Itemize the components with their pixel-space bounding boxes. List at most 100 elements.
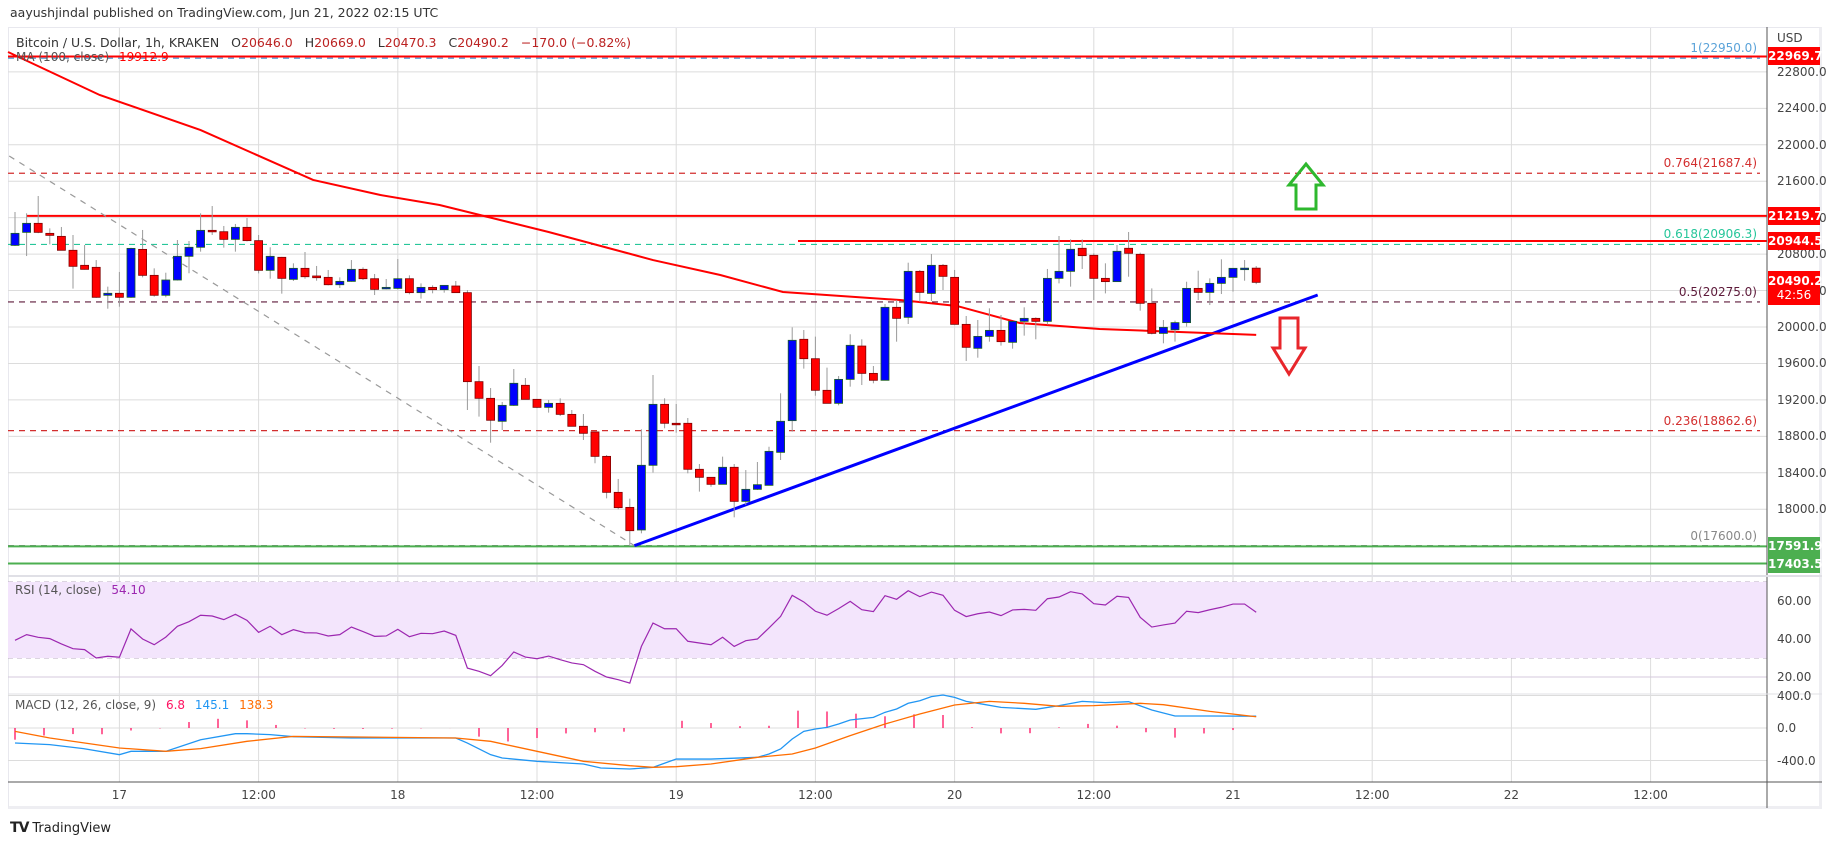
candle-body [1170,322,1180,331]
candle-body [671,422,681,426]
candle-body [961,323,971,348]
open-value: 20646.0 [241,35,293,50]
time-tick-label: 19 [668,788,684,802]
candle-body [323,276,333,286]
low-label: L [377,35,385,50]
ma-legend[interactable]: MA (100, close) 19912.9 [16,50,169,64]
symbol-name[interactable]: Bitcoin / U.S. Dollar, 1h, KRAKEN [16,35,220,50]
price-level-tag: 17591.9 [1768,537,1823,556]
candle-body [1043,277,1052,322]
candle-body [1217,276,1226,284]
rsi-line [14,590,1257,684]
price-tick-label: 20000.0 [1777,320,1827,334]
rsi-band [8,582,1767,658]
candle-body [567,413,577,427]
candle-body [741,488,751,502]
price-level-tag: 17403.5 [1768,554,1823,573]
candle-body [230,226,240,240]
candle-body [1159,326,1168,334]
candle-body [277,256,287,279]
fib-level-label: 0(17600.0) [1690,528,1757,543]
tradingview-logo-icon: TV [10,820,29,836]
time-tick-label: 17 [111,788,128,802]
support-trendline [633,293,1319,548]
rsi-tick-label: 40.00 [1777,632,1812,646]
last-price-tag: 20490.2 42:56 [1768,271,1823,305]
macd-legend[interactable]: MACD (12, 26, close, 9) 6.8 145.1 138.3 [15,698,273,712]
candle-body [207,229,217,233]
rsi-legend[interactable]: RSI (14, close) 54.10 [15,583,146,597]
macd-label: MACD (12, 26, close, 9) [15,698,157,712]
candle-body [428,286,438,291]
candle-body [753,484,762,490]
candle-body [172,255,182,281]
candle-body [393,278,403,289]
candle-body [416,286,426,294]
price-tick-label: 22800.0 [1777,64,1827,79]
candle-body [57,235,66,251]
candle-body [903,270,913,318]
candle-body [579,425,588,434]
candle-body [497,404,507,422]
candle-body [706,476,716,485]
candle-body [509,382,519,406]
candle-body [370,278,380,290]
time-tick-label: 12:00 [1633,788,1668,802]
logo-text: TradingView [32,820,111,836]
tradingview-logo[interactable]: TV TradingView [10,820,111,836]
bar-countdown: 42:56 [1776,288,1812,302]
close-value: 20490.2 [457,35,509,50]
candle-body [33,222,43,233]
candle-body [1112,250,1122,283]
price-tick-label: 18800.0 [1777,429,1827,444]
candle-body [451,285,461,294]
rsi-tick-label: 60.00 [1777,594,1812,608]
candle-body [1066,248,1075,272]
candle-body [729,466,739,502]
candle-body [544,402,553,408]
candle-body [718,466,727,485]
price-tick-label: 22400.0 [1777,101,1827,116]
candle-body [80,264,89,270]
time-tick-label: 12:00 [241,788,276,802]
candle-body [602,455,611,493]
price-tick-label: 22000.0 [1777,137,1827,152]
candle-body [265,255,275,271]
candle-body [1135,253,1145,304]
candle-body [312,275,322,279]
candle-body [1228,267,1238,278]
price-level-tag: 22969.7 [1768,47,1823,66]
ma-value: 19912.9 [119,50,169,64]
candle-body [1031,317,1041,322]
candle-body [811,358,820,391]
last-price: 20490.2 [1768,274,1823,288]
candle-body [590,431,600,457]
ma-label: MA (100, close) [16,50,110,64]
price-level-tag: 20944.5 [1768,231,1823,250]
candle-body [625,506,635,532]
chart-frame [8,27,1822,809]
rsi-tick-label: 20.00 [1777,670,1812,684]
candle-body [161,279,171,296]
candle-body [1193,287,1203,293]
grid [8,28,1767,782]
candle-body [973,335,983,349]
candle-body [1019,317,1029,322]
candle-body [196,229,206,248]
candle-body [1077,247,1087,257]
candle-body [950,276,959,325]
candle-body [845,344,855,380]
open-label: O [231,35,242,50]
candle-body [300,267,310,278]
candle-body [996,329,1006,343]
candle-body [1054,270,1064,279]
publish-info: aayushjindal published on TradingView.co… [10,5,439,20]
candle-body [439,284,449,291]
fib-level-label: 0.5(20275.0) [1678,284,1757,299]
macd-line [14,694,1257,770]
candle-body [683,422,693,470]
candle-body [613,491,623,509]
candle-body [985,329,994,337]
time-tick-label: 12:00 [519,788,555,802]
